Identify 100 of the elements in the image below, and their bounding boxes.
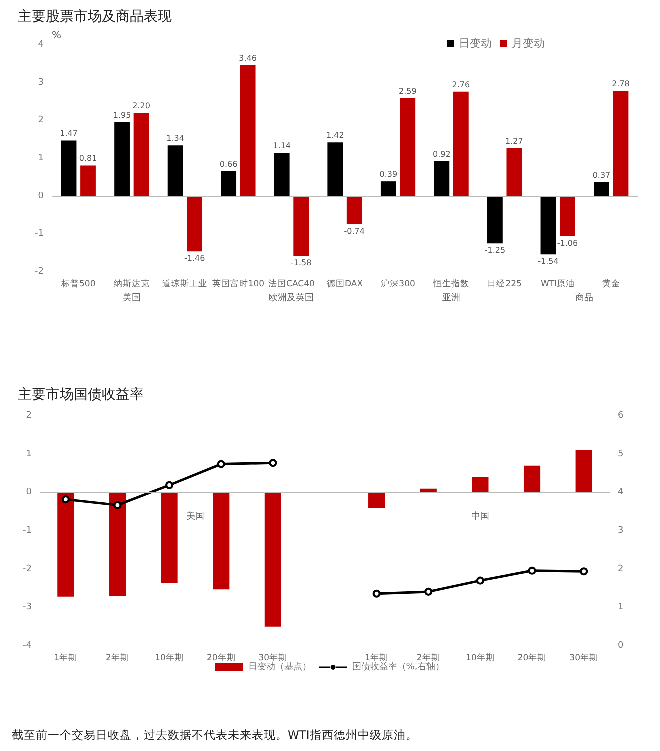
bar — [109, 492, 126, 596]
data-label: -1.25 — [484, 246, 506, 256]
bar — [161, 492, 178, 584]
x-tick-label: 2年期 — [106, 652, 130, 664]
data-label: 1.42 — [326, 131, 344, 140]
data-label: -1.54 — [538, 257, 559, 266]
y2-tick-label: 3 — [618, 526, 624, 536]
point — [528, 566, 536, 575]
bar — [346, 196, 362, 224]
y2-tick-label: 4 — [618, 488, 624, 498]
bar — [294, 196, 310, 256]
point — [217, 460, 226, 468]
bar — [213, 492, 230, 590]
data-label: 2.20 — [132, 102, 150, 111]
text: 美国 — [122, 292, 141, 304]
y-axis-title: % — [52, 30, 62, 42]
y-tick-label: -4 — [23, 641, 32, 651]
point — [580, 568, 588, 576]
point — [476, 576, 484, 585]
legend-label: 日变动 — [459, 37, 492, 50]
point — [372, 590, 381, 598]
x-tick-label: 沪深300 — [381, 278, 416, 290]
bar — [560, 196, 576, 236]
x-tick-label: 10年期 — [155, 652, 184, 664]
data-label: 0.39 — [380, 170, 398, 180]
y-tick-label: 0 — [26, 488, 32, 498]
y-tick-label: -2 — [35, 267, 44, 277]
bar — [524, 466, 541, 493]
legend-label: 月变动 — [512, 37, 545, 50]
bar — [368, 492, 386, 508]
data-label: 1.14 — [273, 142, 292, 151]
bar — [506, 148, 522, 196]
data-label: 2.76 — [452, 80, 470, 90]
data-label: 1.27 — [506, 136, 524, 146]
y-tick-label: 1 — [38, 154, 44, 164]
text: 商品 — [576, 292, 594, 304]
chart-title: 主要市场国债收益率 — [18, 387, 144, 403]
y2-tick-label: 1 — [618, 602, 624, 613]
x-tick-label: 黄金 — [602, 278, 620, 290]
point — [114, 501, 122, 510]
x-tick-label: 1年期 — [365, 652, 389, 664]
x-tick-label: 恒生指数 — [432, 278, 470, 290]
x-tick-label: 法国CAC40 — [268, 278, 315, 290]
bar — [61, 140, 77, 196]
x-tick-label: 德国DAX — [326, 278, 364, 290]
legend-label: 日变动（基点） — [248, 662, 312, 672]
y-tick-label: -1 — [35, 229, 44, 240]
data-label: 0.81 — [79, 154, 98, 164]
y-tick-label: -2 — [23, 564, 32, 574]
y-tick-label: 1 — [26, 449, 32, 460]
data-label: 2.78 — [612, 80, 630, 89]
bar — [221, 171, 237, 196]
point — [269, 459, 278, 468]
x-tick-label: 道琼斯工业 — [162, 278, 208, 290]
bar — [540, 196, 556, 255]
data-label: 0.66 — [220, 160, 238, 169]
x-tick-label: 2年期 — [416, 652, 440, 664]
bar — [400, 98, 416, 196]
y2-tick-label: 5 — [618, 449, 624, 460]
bar — [187, 196, 202, 252]
data-label: 2.59 — [398, 86, 417, 96]
x-tick-label: 日经225 — [488, 278, 522, 290]
data-label: -0.74 — [344, 226, 365, 236]
bar — [240, 65, 256, 196]
point — [166, 481, 174, 490]
y-tick-label: 0 — [38, 191, 44, 202]
y-tick-label: 4 — [38, 40, 44, 50]
y-tick-label: 3 — [38, 78, 44, 88]
data-label: 0.37 — [592, 170, 611, 180]
text: 欧洲及英国 — [269, 292, 314, 304]
annotation: 中国 — [471, 511, 490, 522]
y2-tick-label: 0 — [618, 641, 624, 651]
bar — [80, 166, 96, 196]
bar — [576, 450, 592, 493]
data-label: 1.47 — [60, 129, 78, 138]
x-tick-label: 20年期 — [206, 652, 236, 664]
data-label: 3.46 — [239, 54, 257, 63]
bar — [264, 492, 282, 627]
x-tick-label: 30年期 — [570, 652, 599, 664]
y-tick-label: 2 — [26, 411, 32, 421]
bar — [594, 182, 610, 196]
y-tick-label: -1 — [23, 526, 32, 536]
bar — [613, 91, 629, 196]
y2-tick-label: 2 — [618, 564, 624, 574]
bar — [134, 113, 150, 196]
bar — [274, 153, 290, 196]
data-label: 1.95 — [113, 111, 132, 120]
bar — [488, 196, 503, 244]
x-tick-label: 1年期 — [54, 652, 78, 664]
x-tick-label: 标普500 — [60, 278, 96, 290]
data-label: 0.92 — [433, 150, 451, 160]
y-tick-label: -3 — [23, 602, 32, 613]
point — [62, 496, 70, 504]
bar — [453, 92, 469, 196]
x-tick-label: 英国富时100 — [212, 278, 265, 290]
data-label: 1.34 — [166, 134, 184, 144]
x-tick-label: 20年期 — [518, 652, 547, 664]
y-tick-label: 2 — [38, 116, 44, 126]
data-label: -1.58 — [290, 258, 312, 268]
bar — [472, 477, 489, 493]
